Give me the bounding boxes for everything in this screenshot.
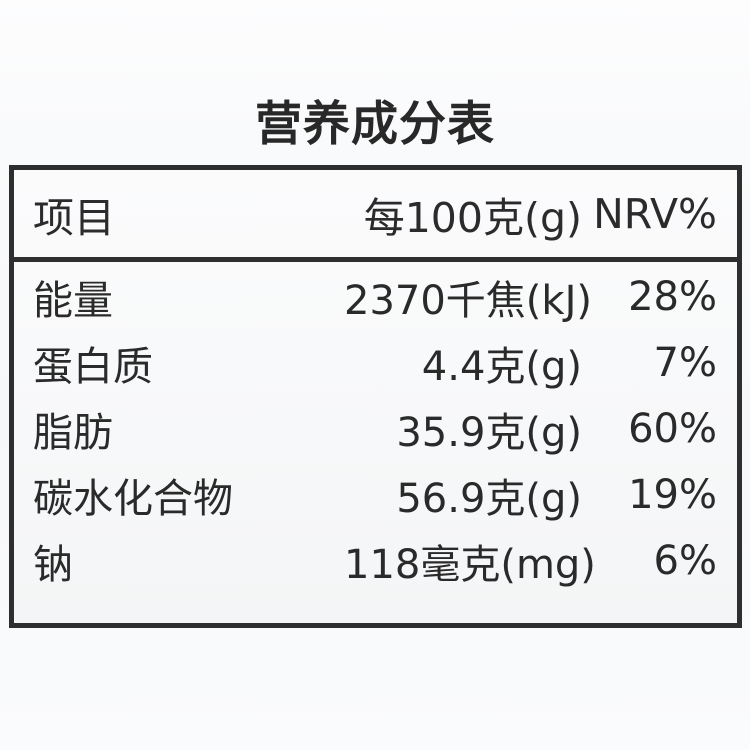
row-item-value: 2370千焦(kJ) (344, 278, 592, 324)
row-item-nrv: 7% (653, 340, 717, 386)
row-item-value: 35.9克(g) (396, 410, 582, 456)
row-item-nrv: 6% (653, 538, 717, 584)
header-item: 项目 (33, 193, 115, 242)
table-body: 能量 2370千焦(kJ) 28% 蛋白质 4.4克(g) 7% 脂肪 35.9… (14, 262, 737, 594)
row-item-nrv: 28% (628, 274, 717, 320)
row-item-value: 4.4克(g) (421, 344, 582, 390)
table-row: 能量 2370千焦(kJ) 28% (14, 264, 737, 330)
table-row: 钠 118毫克(mg) 6% (14, 528, 737, 594)
table-row: 脂肪 35.9克(g) 60% (14, 396, 737, 462)
table-header-row: 项目 每100克(g) NRV% (14, 170, 737, 262)
table-row: 蛋白质 4.4克(g) 7% (14, 330, 737, 396)
row-item-value: 56.9克(g) (396, 476, 582, 522)
table-row: 碳水化合物 56.9克(g) 19% (14, 462, 737, 528)
row-item-label: 碳水化合物 (33, 476, 233, 522)
header-nrv: NRV% (593, 189, 717, 238)
header-per-serving: 每100克(g) (363, 193, 582, 242)
row-item-label: 脂肪 (33, 410, 113, 456)
row-item-nrv: 19% (628, 472, 717, 518)
page-title: 营养成分表 (255, 97, 495, 152)
nutrition-facts-table: 项目 每100克(g) NRV% 能量 2370千焦(kJ) 28% 蛋白质 4… (9, 165, 742, 628)
row-item-nrv: 60% (628, 406, 717, 452)
row-item-value: 118毫克(mg) (344, 542, 596, 588)
row-item-label: 钠 (33, 542, 73, 588)
row-item-label: 蛋白质 (33, 344, 153, 390)
row-item-label: 能量 (33, 278, 113, 324)
